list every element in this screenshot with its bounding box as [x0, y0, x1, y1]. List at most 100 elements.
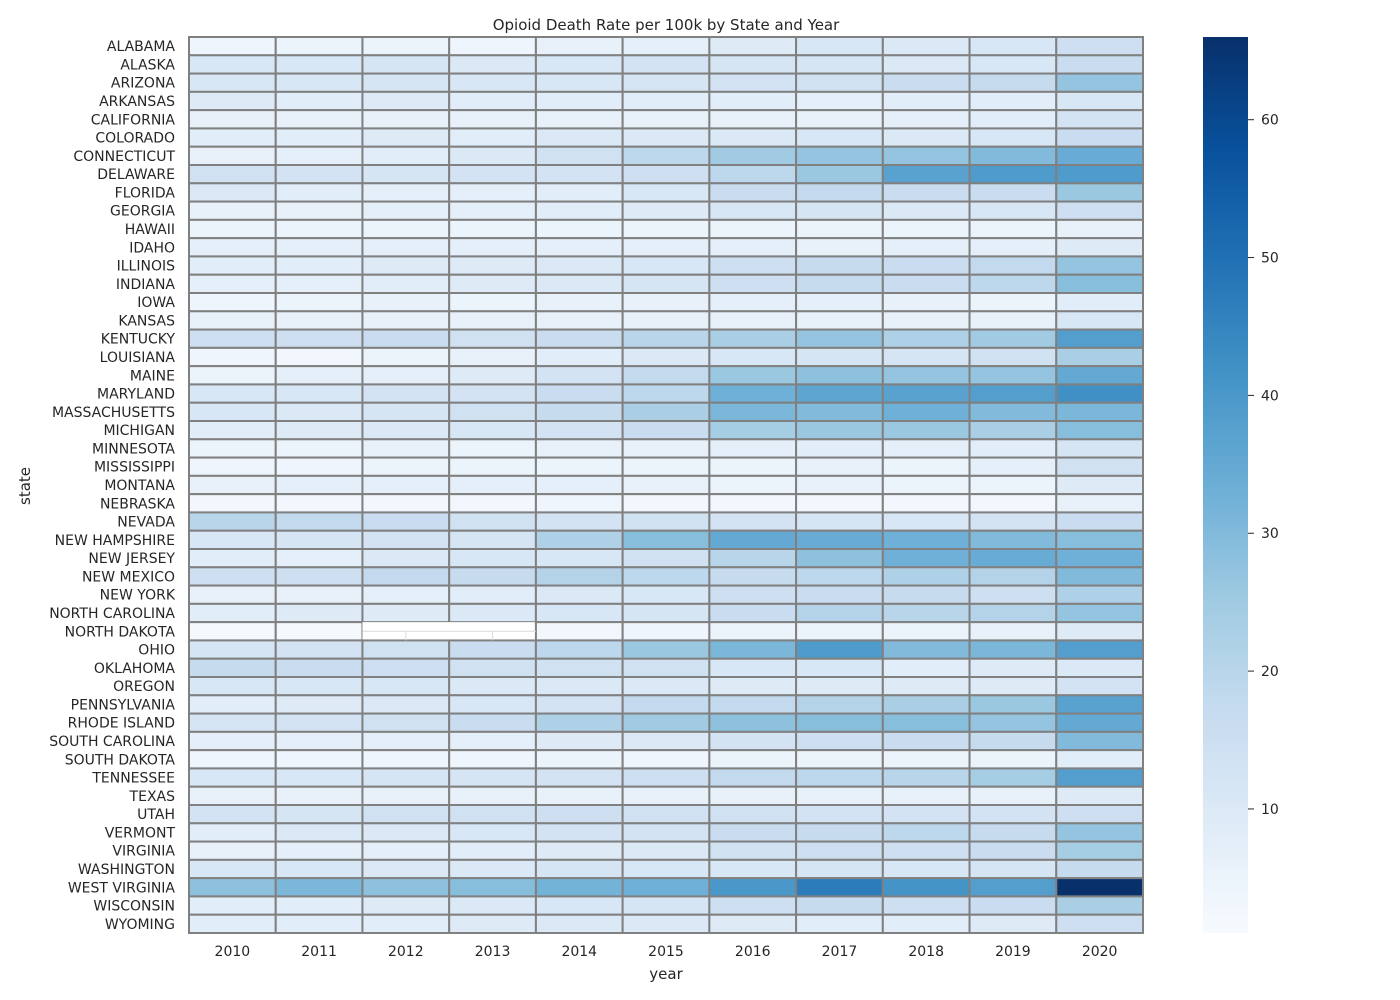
y-tick-label: MONTANA: [104, 478, 175, 494]
heatmap-cell: [708, 767, 798, 788]
heatmap-cell: [448, 749, 537, 770]
y-tick-label: OHIO: [138, 643, 175, 659]
heatmap-cell: [1055, 90, 1144, 112]
heatmap-cell: [448, 127, 537, 148]
heatmap-cell: [534, 127, 624, 148]
heatmap-cell: [881, 474, 971, 496]
heatmap-cell: [448, 145, 537, 166]
heatmap-cell: [188, 292, 277, 313]
heatmap-cell: [448, 36, 537, 57]
heatmap-cell: [361, 164, 451, 185]
heatmap-cell: [188, 767, 277, 788]
heatmap-cell: [361, 109, 451, 130]
heatmap-cell: [274, 749, 364, 770]
heatmap-cell: [621, 730, 711, 752]
heatmap-cell: [968, 858, 1058, 880]
x-tick-label: 2011: [301, 944, 337, 960]
heatmap-cell: [361, 602, 451, 624]
heatmap-cell: [795, 237, 884, 258]
heatmap-cell: [188, 90, 277, 112]
heatmap-cell: [968, 420, 1058, 441]
heatmap-cell: [708, 328, 798, 349]
heatmap-cell: [621, 785, 711, 807]
heatmap-cell: [621, 401, 711, 423]
heatmap-cell: [881, 383, 971, 404]
heatmap-cell: [448, 584, 537, 605]
y-tick-label: UTAH: [137, 807, 175, 823]
heatmap-cell: [708, 493, 798, 514]
heatmap-cell: [968, 566, 1058, 587]
heatmap-cell: [274, 548, 364, 569]
y-tick-label: ILLINOIS: [117, 259, 175, 275]
heatmap-cell: [274, 621, 364, 642]
y-tick-label: DELAWARE: [97, 167, 175, 183]
heatmap-cell: [274, 730, 364, 752]
heatmap-cell: [448, 566, 537, 587]
heatmap-cell: [968, 584, 1058, 605]
heatmap-cell: [1055, 346, 1144, 368]
heatmap-cell: [968, 840, 1058, 861]
heatmap-cell: [708, 127, 798, 148]
y-tick-label: ARKANSAS: [99, 94, 175, 110]
heatmap-cell: [534, 401, 624, 423]
heatmap-cell: [881, 218, 971, 240]
y-tick-label: ARIZONA: [111, 76, 176, 92]
heatmap-cell: [1055, 438, 1144, 459]
heatmap-cell: [1055, 694, 1144, 715]
heatmap-cell: [708, 676, 798, 697]
heatmap-cell: [534, 292, 624, 313]
heatmap-cell: [274, 383, 364, 404]
heatmap-cell: [274, 127, 364, 148]
heatmap-cell: [968, 676, 1058, 697]
heatmap-cell: [968, 785, 1058, 807]
heatmap-cell: [621, 493, 711, 514]
heatmap-cell: [881, 676, 971, 697]
heatmap-cell: [534, 54, 624, 75]
heatmap-cell: [621, 200, 711, 221]
heatmap-cell: [274, 438, 364, 459]
heatmap-cell: [968, 273, 1058, 295]
heatmap-cell: [1055, 602, 1144, 624]
heatmap-cell: [361, 36, 451, 57]
heatmap-cell: [274, 346, 364, 368]
y-tick-labels: ALABAMA ALASKA ARIZONA ARKANSAS CALIFORNIA CO…: [49, 39, 176, 933]
heatmap-cell: [1055, 127, 1144, 148]
heatmap-cell: [361, 182, 451, 203]
heatmap-cell: [621, 273, 711, 295]
heatmap-cell: [534, 639, 624, 660]
heatmap-cell: [1055, 877, 1144, 898]
heatmap-cell: [361, 822, 451, 843]
heatmap-cell: [968, 804, 1058, 825]
heatmap-cell: [708, 90, 798, 112]
heatmap-cell: [448, 694, 537, 715]
heatmap-cell: [968, 310, 1058, 331]
heatmap-cell: [448, 109, 537, 130]
heatmap-cell: [881, 273, 971, 295]
heatmap-cell: [621, 383, 711, 404]
heatmap-cell: [448, 72, 537, 93]
heatmap-cell: [188, 36, 277, 57]
heatmap-cell: [361, 420, 451, 441]
heatmap-cell: [881, 694, 971, 715]
heatmap-cell: [708, 36, 798, 57]
heatmap-cell: [795, 840, 884, 861]
heatmap-cell: [621, 694, 711, 715]
heatmap-cell: [968, 456, 1058, 477]
heatmap-cell: [188, 602, 277, 624]
heatmap-cell: [361, 858, 451, 880]
heatmap-cell: [274, 858, 364, 880]
heatmap-cell: [274, 895, 364, 916]
heatmap-cell: [534, 749, 624, 770]
heatmap-cell: [1055, 273, 1144, 295]
heatmap-cell: [708, 566, 798, 587]
heatmap-cell: [274, 639, 364, 660]
heatmap-cell: [708, 584, 798, 605]
heatmap-cell: [881, 438, 971, 459]
heatmap-cell: [968, 602, 1058, 624]
heatmap-cell: [795, 858, 884, 880]
heatmap-cell: [708, 548, 798, 569]
heatmap-cell: [274, 218, 364, 240]
heatmap-cell: [708, 182, 798, 203]
heatmap-cell: [1055, 255, 1144, 276]
